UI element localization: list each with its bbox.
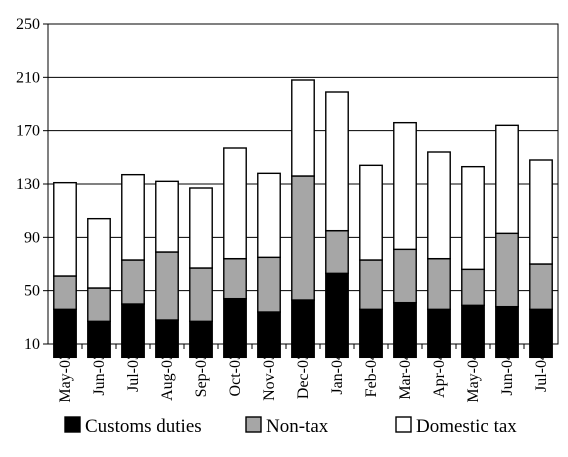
y-tick-label: 130 xyxy=(16,176,40,193)
legend-label: Customs duties xyxy=(85,416,202,437)
bar-segment-non-tax xyxy=(393,248,417,304)
bar-segment-customs-duties xyxy=(393,301,417,359)
bar-segment-customs-duties xyxy=(223,297,247,359)
bar-segment-domestic-tax xyxy=(495,124,519,235)
bar-segment-domestic-tax xyxy=(189,187,213,269)
bar-segment-domestic-tax xyxy=(291,79,315,177)
bar-segment-domestic-tax xyxy=(359,164,383,261)
bar-segment-domestic-tax xyxy=(155,180,179,253)
x-category-label: Nov-03 xyxy=(261,352,278,401)
bar-segment-non-tax xyxy=(461,268,485,307)
bar-segment-customs-duties xyxy=(87,320,111,359)
y-tick-label: 210 xyxy=(16,69,40,86)
bar-segment-non-tax xyxy=(291,175,315,301)
x-category-label: Jul-03 xyxy=(125,352,142,392)
bar-segment-domestic-tax xyxy=(257,172,281,259)
legend: Customs duties Non-tax Domestic tax xyxy=(64,416,517,437)
bar-segment-non-tax xyxy=(427,257,451,311)
bar-segment-customs-duties xyxy=(495,305,519,359)
x-axis-ticks: May-03 Jun-03 Jul-03 Aug-03 Sep-03 Oct-03 Nov-… xyxy=(57,344,550,403)
bar-segment-non-tax xyxy=(121,259,145,305)
bars xyxy=(53,79,553,359)
x-category-label: Jun-03 xyxy=(91,352,108,396)
bar-segment-customs-duties xyxy=(529,308,553,359)
legend-swatch xyxy=(245,416,262,433)
bar-segment-non-tax xyxy=(359,259,383,311)
bar-segment-domestic-tax xyxy=(461,165,485,271)
bar-segment-customs-duties xyxy=(359,308,383,359)
bar-segment-domestic-tax xyxy=(87,217,111,289)
x-category-label: Dec-03 xyxy=(295,352,312,399)
x-category-label: Aug-03 xyxy=(159,352,176,401)
bar-segment-non-tax xyxy=(53,275,77,311)
y-tick-label: 10 xyxy=(24,336,40,353)
bar-segment-domestic-tax xyxy=(393,121,417,251)
bar-segment-customs-duties xyxy=(325,272,349,359)
bar-segment-non-tax xyxy=(189,267,213,323)
bar-segment-domestic-tax xyxy=(53,181,77,277)
bar-segment-domestic-tax xyxy=(325,91,349,232)
bar-segment-non-tax xyxy=(495,232,519,308)
x-category-label: Jul-04 xyxy=(533,352,550,392)
bar-segment-customs-duties xyxy=(53,308,77,359)
bar-segment-non-tax xyxy=(529,263,553,311)
x-category-label: May-03 xyxy=(57,352,74,403)
x-category-label: Oct-03 xyxy=(227,352,244,396)
x-category-label: Jan-04 xyxy=(329,352,346,395)
bar-segment-customs-duties xyxy=(155,319,179,359)
x-category-label: Feb-04 xyxy=(363,352,380,397)
y-tick-label: 90 xyxy=(24,229,40,246)
bar-segment-domestic-tax xyxy=(223,147,247,260)
bar-segment-domestic-tax xyxy=(529,159,553,265)
y-tick-label: 250 xyxy=(16,16,40,33)
bar-segment-customs-duties xyxy=(257,311,281,359)
bar-segment-non-tax xyxy=(223,257,247,300)
bar-segment-non-tax xyxy=(257,256,281,313)
bar-segment-customs-duties xyxy=(427,308,451,359)
bar-segment-non-tax xyxy=(155,251,179,321)
bar-segment-customs-duties xyxy=(121,303,145,359)
bar-segment-customs-duties xyxy=(461,304,485,359)
x-category-label: Apr-04 xyxy=(431,352,448,398)
legend-label: Non-tax xyxy=(266,416,329,437)
bar-segment-non-tax xyxy=(87,287,111,323)
x-category-label: May-04 xyxy=(465,352,482,403)
y-tick-label: 50 xyxy=(24,283,40,300)
legend-swatch xyxy=(64,416,81,433)
bar-segment-customs-duties xyxy=(291,299,315,359)
bar-segment-non-tax xyxy=(325,229,349,275)
legend-label: Domestic tax xyxy=(416,416,517,437)
plot-frame xyxy=(47,23,559,345)
x-category-label: Jun-04 xyxy=(499,352,516,396)
bar-segment-domestic-tax xyxy=(427,151,451,260)
x-category-label: Mar-04 xyxy=(397,352,414,400)
y-tick-label: 170 xyxy=(16,123,40,140)
bar-segment-domestic-tax xyxy=(121,173,145,261)
legend-swatch xyxy=(395,416,412,433)
bar-segment-customs-duties xyxy=(189,320,213,359)
y-axis-ticks: 10 50 90 130 170 210 250 xyxy=(16,16,48,353)
x-category-label: Sep-03 xyxy=(193,352,210,397)
